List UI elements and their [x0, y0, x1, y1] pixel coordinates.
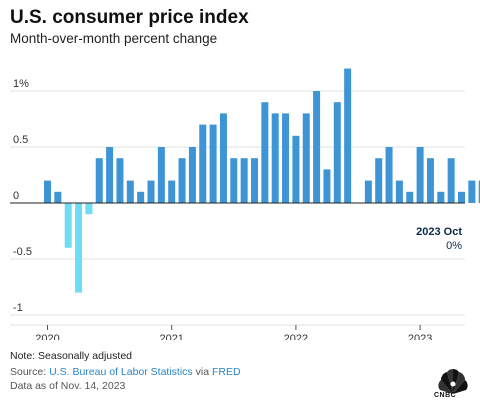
chart-subtitle: Month-over-month percent change: [10, 31, 218, 46]
y-tick-label: 0: [13, 190, 19, 202]
bar: [199, 124, 207, 203]
bar: [44, 180, 51, 203]
bar: [271, 113, 279, 203]
bar: [95, 158, 103, 203]
bar: [282, 113, 290, 203]
bar: [188, 147, 196, 203]
bar: [375, 158, 383, 203]
x-tick-label: 2020: [35, 333, 59, 340]
bar: [468, 180, 476, 203]
bar: [437, 191, 445, 203]
source-link-bls[interactable]: U.S. Bureau of Labor Statistics: [49, 366, 193, 378]
y-tick-label: -0.5: [13, 246, 32, 258]
callout-value: 0%: [446, 240, 462, 252]
footnote: Note: Seasonally adjusted: [10, 350, 132, 362]
bar: [416, 147, 424, 203]
bar: [137, 191, 145, 203]
logo-text: CNBC: [434, 392, 457, 399]
peacock-icon: [438, 369, 468, 394]
data-as-of: Data as of Nov. 14, 2023: [10, 380, 126, 392]
bar: [75, 203, 83, 293]
bar: [385, 147, 393, 203]
bar: [313, 91, 321, 203]
bar: [333, 102, 341, 203]
bar: [323, 169, 331, 203]
source-mid: via: [192, 366, 212, 378]
cpi-bar-chart: 1% 0.5 0 -0.5 -1 2020 2021 2022 2023: [10, 68, 480, 340]
bar: [230, 158, 238, 203]
chart-title: U.S. consumer price index: [10, 7, 249, 28]
source-line: Source: U.S. Bureau of Labor Statistics …: [10, 366, 241, 378]
bar: [292, 135, 300, 203]
x-tick-label: 2021: [159, 333, 183, 340]
bar: [447, 158, 455, 203]
bar: [251, 158, 258, 203]
bar: [168, 180, 176, 203]
bar: [364, 180, 372, 203]
bar: [178, 158, 186, 203]
bar: [116, 158, 124, 203]
y-tick-label: -1: [13, 302, 23, 314]
x-tick-label: 2022: [284, 333, 308, 340]
bar: [458, 191, 465, 203]
bar: [126, 180, 134, 203]
bar: [344, 68, 352, 203]
bar: [209, 124, 217, 203]
callout-date: 2023 Oct: [416, 226, 462, 238]
source-link-fred[interactable]: FRED: [211, 366, 241, 378]
bar: [426, 158, 434, 203]
bar: [406, 191, 414, 203]
y-tick-label: 1%: [13, 78, 29, 90]
bar: [219, 113, 227, 203]
bar: [240, 158, 248, 203]
bar: [261, 102, 269, 203]
bar: [478, 180, 480, 203]
bar: [54, 191, 62, 203]
bar: [395, 180, 403, 203]
bar: [157, 147, 165, 203]
bar: [106, 147, 114, 203]
bar: [147, 180, 155, 203]
bar: [302, 113, 310, 203]
bar: [64, 203, 72, 248]
source-prefix: Source:: [10, 366, 50, 378]
bar: [85, 203, 93, 215]
y-tick-label: 0.5: [13, 134, 28, 146]
x-tick-label: 2023: [408, 333, 432, 340]
